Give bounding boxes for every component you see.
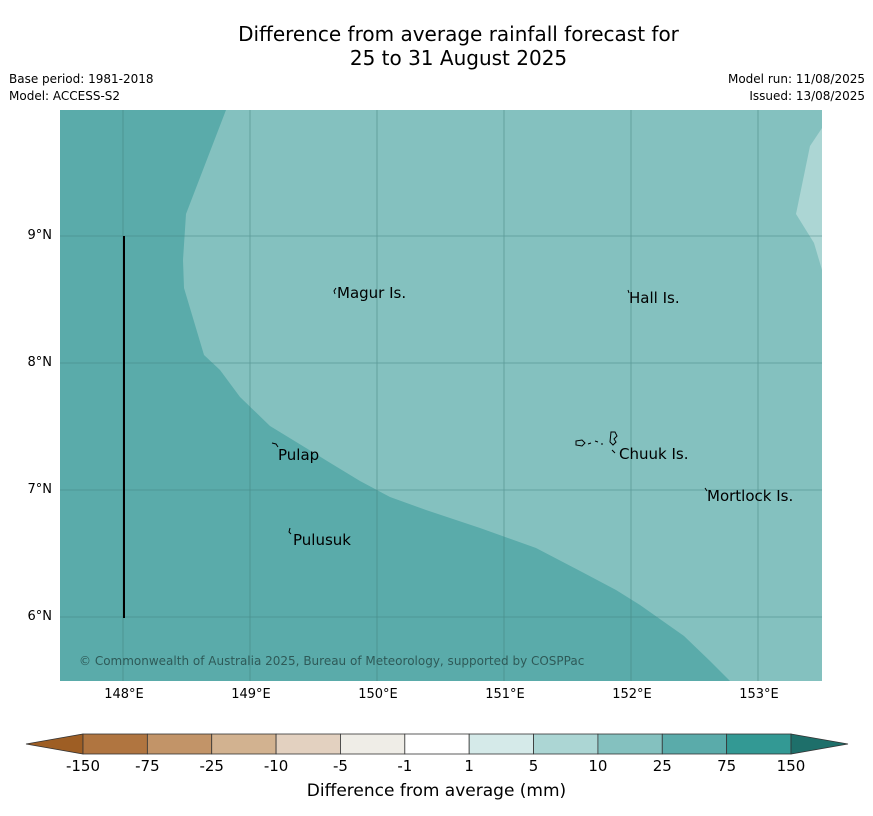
island-outlines bbox=[271, 287, 708, 535]
colorbar-cell bbox=[468, 733, 534, 755]
lon-label-152e: 152°E bbox=[612, 687, 652, 702]
band-10-25 bbox=[183, 110, 822, 681]
title-line-1: Difference from average rainfall forecas… bbox=[238, 22, 679, 46]
lat-label-7n: 7°N bbox=[27, 482, 53, 497]
label-chuuk: Chuuk Is. bbox=[619, 445, 688, 463]
colorbar-extend-low bbox=[25, 733, 84, 755]
colorbar-cell bbox=[726, 733, 792, 755]
colorbar-cell bbox=[404, 733, 470, 755]
colorbar-cell bbox=[340, 733, 406, 755]
colorbar-title: Difference from average (mm) bbox=[306, 781, 567, 801]
label-pulap: Pulap bbox=[278, 446, 319, 464]
graticule bbox=[60, 110, 822, 681]
colorbar-cell bbox=[597, 733, 663, 755]
lon-label-153e: 153°E bbox=[739, 687, 779, 702]
chart-title: Difference from average rainfall forecas… bbox=[0, 22, 873, 70]
colorbar-cells bbox=[82, 733, 792, 755]
colorbar-tick: -5 bbox=[332, 757, 348, 775]
mortlock-island-outline bbox=[704, 487, 708, 492]
colorbar-tick: -150 bbox=[65, 757, 101, 775]
colorbar-tick: -10 bbox=[263, 757, 289, 775]
colorbar-cell bbox=[82, 733, 148, 755]
band-5-10 bbox=[796, 128, 822, 270]
colorbar-tick: 75 bbox=[717, 757, 737, 775]
colorbar-tick: 25 bbox=[652, 757, 672, 775]
label-hall: Hall Is. bbox=[629, 289, 680, 307]
lon-label-148e: 148°E bbox=[104, 687, 144, 702]
lat-label-9n: 9°N bbox=[27, 228, 53, 243]
colorbar-tick: 5 bbox=[528, 757, 539, 775]
meta-left: Base period: 1981-2018 Model: ACCESS-S2 bbox=[9, 71, 154, 105]
lat-label-6n: 6°N bbox=[27, 609, 53, 624]
map-canvas: Magur Is. Hall Is. Pulap Chuuk Is. Mortl… bbox=[60, 110, 822, 681]
issued-text: Issued: 13/08/2025 bbox=[749, 89, 865, 103]
lon-label-150e: 150°E bbox=[358, 687, 398, 702]
colorbar-cell bbox=[275, 733, 341, 755]
lon-label-149e: 149°E bbox=[231, 687, 271, 702]
place-labels: Magur Is. Hall Is. Pulap Chuuk Is. Mortl… bbox=[278, 284, 793, 549]
label-pulusuk: Pulusuk bbox=[293, 531, 351, 549]
colorbar-cell bbox=[146, 733, 213, 755]
base-period-text: Base period: 1981-2018 bbox=[9, 72, 154, 86]
lon-label-151e: 151°E bbox=[485, 687, 525, 702]
magur-island-outline bbox=[333, 287, 337, 295]
lat-label-8n: 8°N bbox=[27, 355, 53, 370]
title-line-2: 25 to 31 August 2025 bbox=[349, 46, 568, 70]
chuuk-island-outline bbox=[575, 431, 618, 454]
meta-right: Model run: 11/08/2025 Issued: 13/08/2025 bbox=[728, 71, 865, 105]
model-text: Model: ACCESS-S2 bbox=[9, 89, 121, 103]
pulusuk-island-outline bbox=[288, 527, 292, 535]
colorbar-extend-high bbox=[790, 733, 849, 755]
hall-island-outline bbox=[627, 289, 630, 294]
colorbar-tick: -25 bbox=[199, 757, 224, 775]
colorbar-tick: -1 bbox=[397, 757, 413, 775]
colorbar-tick: 150 bbox=[776, 757, 806, 775]
colorbar-tick: -75 bbox=[135, 757, 160, 775]
pulap-island-outline bbox=[271, 442, 279, 448]
colorbar-cell bbox=[211, 733, 277, 755]
label-magur: Magur Is. bbox=[337, 284, 406, 302]
model-run-text: Model run: 11/08/2025 bbox=[727, 72, 865, 86]
colorbar-tick: 1 bbox=[464, 757, 474, 775]
colorbar-cell bbox=[533, 733, 599, 755]
rainfall-map[interactable]: Magur Is. Hall Is. Pulap Chuuk Is. Mortl… bbox=[60, 110, 822, 681]
label-mortlock: Mortlock Is. bbox=[707, 487, 793, 505]
colorbar-cell bbox=[661, 733, 728, 755]
colorbar-tick: 10 bbox=[588, 757, 608, 775]
copyright-text: © Commonwealth of Australia 2025, Bureau… bbox=[79, 654, 584, 668]
